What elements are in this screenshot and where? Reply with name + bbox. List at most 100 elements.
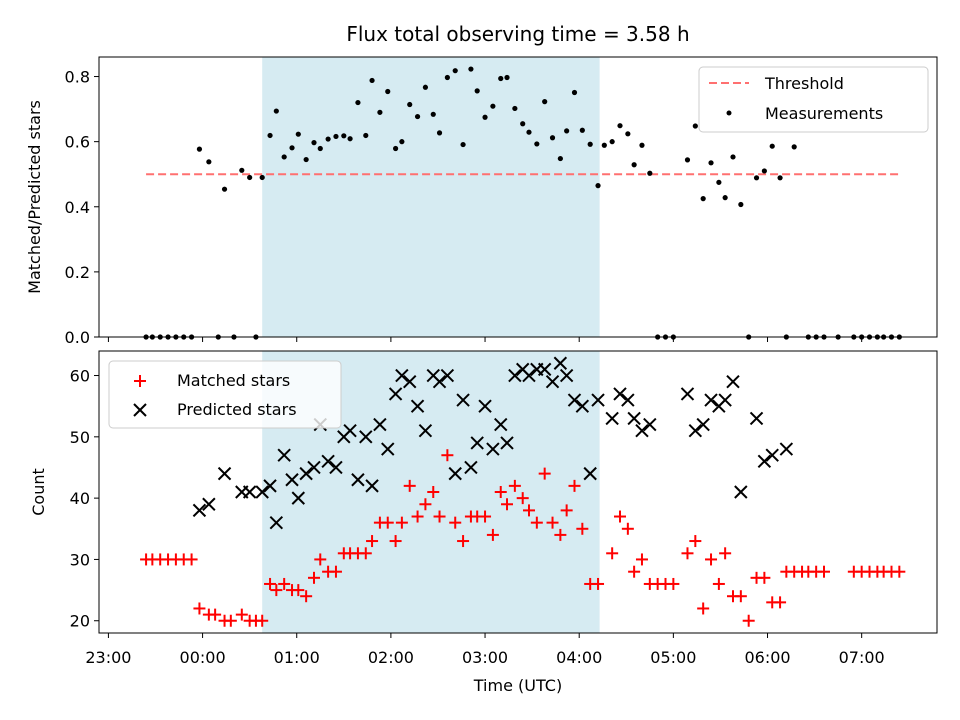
measurement-point: [221, 186, 228, 192]
x-stroke-b: [217, 466, 232, 481]
bottom-legend: Matched stars Predicted stars: [108, 360, 342, 429]
predicted-star-point: [704, 393, 718, 407]
predicted-star-point: [635, 423, 649, 438]
predicted-star-point: [464, 460, 478, 475]
predicted-star-point: [567, 393, 582, 407]
x-stroke-b: [285, 473, 299, 487]
predicted-star-point: [621, 393, 635, 407]
matched-star-point: [494, 486, 507, 498]
predicted-star-point: [359, 430, 373, 444]
matched-star-point: [419, 498, 432, 511]
measurement-point: [557, 155, 563, 162]
measurement-point: [239, 167, 245, 173]
x-stroke-b: [591, 393, 605, 407]
predicted-star-point: [192, 503, 207, 518]
predicted-star-point: [583, 466, 597, 481]
predicted-star-point: [749, 411, 764, 426]
x-stroke-b: [269, 515, 284, 530]
measurement-point: [617, 123, 623, 129]
x-stroke-b: [508, 368, 522, 383]
x-tick-label: 06:00: [744, 648, 790, 667]
measurement-point: [564, 128, 570, 134]
measurement-point: [444, 74, 450, 81]
x-stroke-b: [718, 393, 732, 407]
top-panel: 0.0 0.2 0.4 0.6 0.8 Flux total observing tim…: [25, 22, 938, 347]
matched-star-point: [329, 565, 342, 578]
x-stroke-b: [613, 387, 627, 401]
x-stroke-b: [242, 485, 257, 499]
bottom-axes-frame: [98, 350, 938, 634]
measurement-point: [482, 114, 488, 120]
measurement-point: [385, 88, 391, 95]
predicted-star-point: [440, 368, 455, 383]
matched-star-point: [300, 590, 313, 603]
measurement-point: [498, 75, 504, 82]
predicted-star-point: [343, 423, 357, 438]
measurement-point: [631, 162, 637, 168]
x-stroke-b: [680, 387, 695, 401]
measurement-point: [730, 154, 736, 160]
predicted-star-point: [757, 454, 772, 469]
x-stroke-b: [478, 399, 492, 413]
predicted-star-point: [255, 485, 269, 499]
matched-star-point: [403, 479, 416, 492]
measurement-point: [549, 135, 556, 141]
y-tick-label: 0.6: [65, 133, 90, 152]
x-stroke-b: [403, 374, 417, 389]
x-stroke-b: [456, 393, 470, 407]
predicted-star-point: [329, 460, 343, 475]
matched-star-point: [742, 614, 755, 627]
predicted-star-point: [553, 356, 568, 370]
measurement-point: [399, 139, 405, 145]
measurement-point: [504, 74, 510, 81]
measurement-point: [363, 132, 369, 139]
predicted-star-point: [381, 442, 395, 456]
matched-star-point: [278, 577, 291, 590]
measurement-point: [295, 131, 301, 137]
x-stroke-b: [410, 399, 425, 413]
matched-star-point: [893, 565, 906, 578]
predicted-star-point: [494, 417, 508, 432]
x-stroke-b: [553, 356, 568, 370]
predicted-star-point: [643, 417, 657, 432]
matched-star-point: [530, 516, 543, 529]
bottom-panel: 20 30 40 50 60 23:00 00:00 01:00 02:00 03:00 04:0…: [29, 350, 938, 695]
predicted-star-point: [522, 368, 536, 383]
x-stroke-b: [448, 466, 462, 481]
measurement-point: [639, 142, 645, 148]
measurement-point: [273, 108, 279, 114]
x-stroke-b: [395, 368, 409, 383]
x-tick-label: 00:00: [180, 648, 226, 667]
matched-star-point: [606, 547, 619, 560]
top-x-ticks: [107, 337, 863, 342]
predicted-star-point: [696, 417, 710, 432]
measurement-point: [259, 174, 265, 181]
bottom-x-ticks: 23:00 00:00 01:00 02:00 03:00 04:00 05:00 06:00…: [85, 633, 885, 667]
measurement-point: [571, 89, 578, 96]
legend-matched-label: Matched stars: [177, 371, 290, 390]
matched-star-point: [427, 486, 440, 498]
predicted-star-point: [299, 466, 313, 481]
x-stroke-b: [202, 497, 216, 511]
x-stroke-b: [522, 368, 536, 383]
x-stroke-b: [426, 368, 440, 383]
x-stroke-b: [779, 442, 794, 456]
measurement-point: [753, 175, 760, 181]
matched-star-point: [224, 614, 237, 627]
measurement-point: [347, 136, 353, 142]
legend-predicted-swatch: [133, 403, 147, 417]
x-stroke-b: [696, 417, 710, 432]
predicted-star-point: [591, 393, 605, 407]
y-tick-label: 50: [70, 428, 90, 447]
x-stroke-b: [726, 374, 740, 389]
x-stroke-b: [567, 393, 582, 407]
x-tick-label: 01:00: [274, 648, 320, 667]
measurement-point: [281, 154, 287, 160]
matched-star-point: [209, 608, 222, 621]
x-stroke-b: [255, 485, 269, 499]
measurement-point: [407, 101, 413, 108]
predicted-star-point: [285, 473, 299, 487]
matched-star-point: [734, 590, 747, 603]
x-stroke-b: [575, 399, 590, 413]
